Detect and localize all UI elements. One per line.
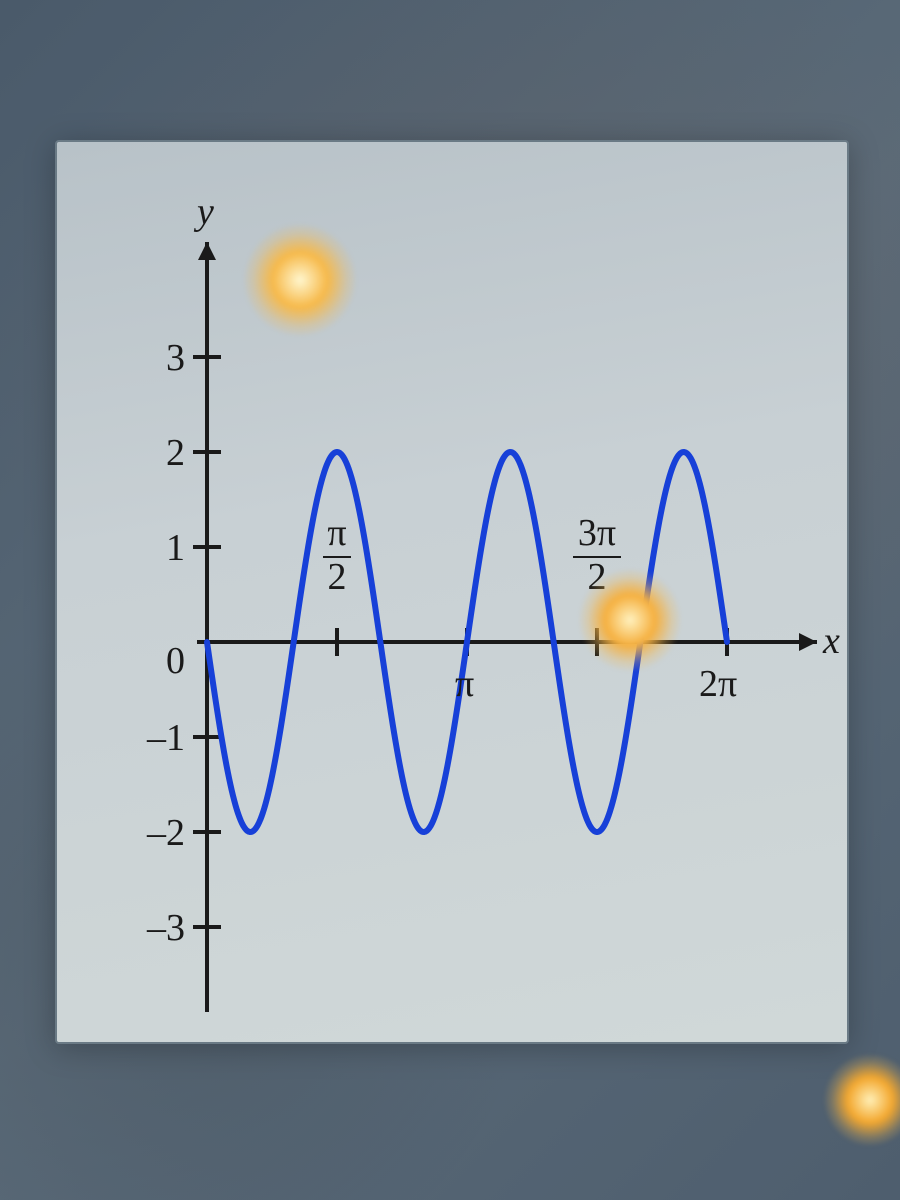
y-tick-label: 1 <box>166 526 185 570</box>
x-tick-label-frac: 3π2 <box>567 514 627 598</box>
y-tick-label: 3 <box>166 336 185 380</box>
y-tick-label: 2 <box>166 431 185 475</box>
x-tick-label-frac: π2 <box>307 514 367 598</box>
x-axis-label: x <box>823 619 840 663</box>
glare-spot <box>825 1055 900 1145</box>
y-tick-label: –1 <box>147 716 185 760</box>
y-tick-label: –3 <box>147 906 185 950</box>
chart-panel: 3 2 1 0 –1 –2 –3 π2 π 3π2 2π y x <box>55 140 849 1044</box>
x-tick-label: 2π <box>699 662 737 706</box>
y-axis-label: y <box>197 190 214 234</box>
y-tick-label: –2 <box>147 811 185 855</box>
y-tick-label: 0 <box>166 639 185 683</box>
x-tick-label: π <box>455 662 474 706</box>
